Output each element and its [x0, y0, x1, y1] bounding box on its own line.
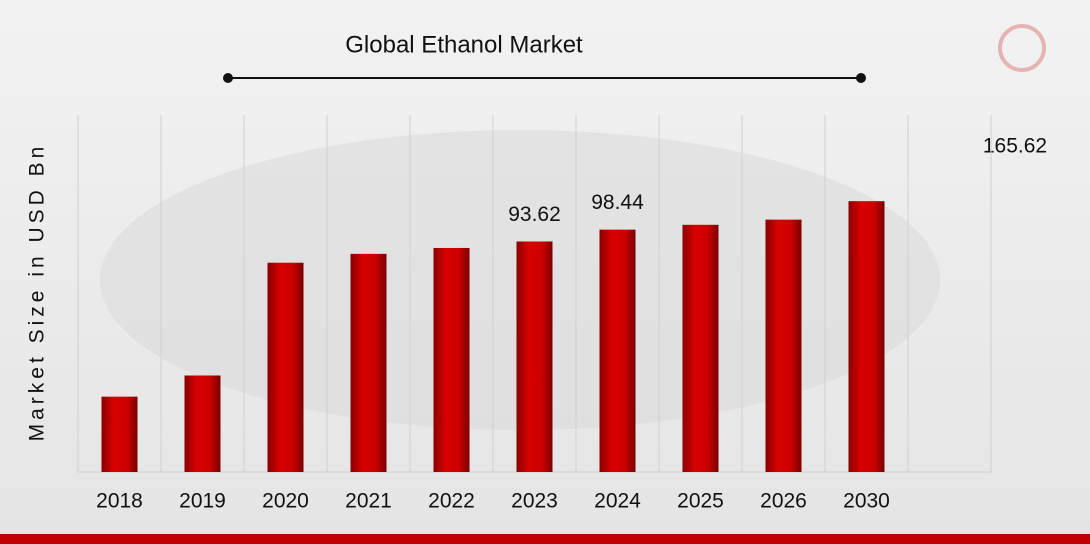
x-tick-label: 2020: [262, 490, 309, 513]
y-axis-label: Market Size in USD Bn: [26, 143, 49, 442]
x-tick-label: 2025: [677, 490, 724, 513]
value-label: 98.44: [591, 191, 644, 214]
x-tick-label: 2024: [594, 490, 641, 513]
title-rule-dot: [223, 73, 233, 83]
x-tick-label: 2019: [179, 490, 226, 513]
bar: [184, 375, 221, 472]
bar: [516, 241, 553, 472]
title-rule-dot: [856, 73, 866, 83]
bar: [682, 224, 719, 472]
bar: [350, 253, 387, 472]
bar: [267, 262, 304, 472]
bottom-band: [0, 534, 1090, 544]
value-label: 93.62: [508, 203, 561, 226]
bar: [599, 229, 636, 472]
bar: [101, 396, 138, 472]
chart-title: Global Ethanol Market: [345, 31, 583, 58]
bar: [848, 201, 885, 472]
annotation: 165.62: [983, 135, 1047, 158]
x-tick-label: 2018: [96, 490, 143, 513]
bar: [765, 219, 802, 472]
x-tick-label: 2021: [345, 490, 392, 513]
x-tick-label: 2026: [760, 490, 807, 513]
bar: [433, 247, 470, 472]
x-tick-label: 2023: [511, 490, 558, 513]
logo: [998, 24, 1046, 72]
x-tick-label: 2030: [843, 490, 890, 513]
x-tick-label: 2022: [428, 490, 475, 513]
